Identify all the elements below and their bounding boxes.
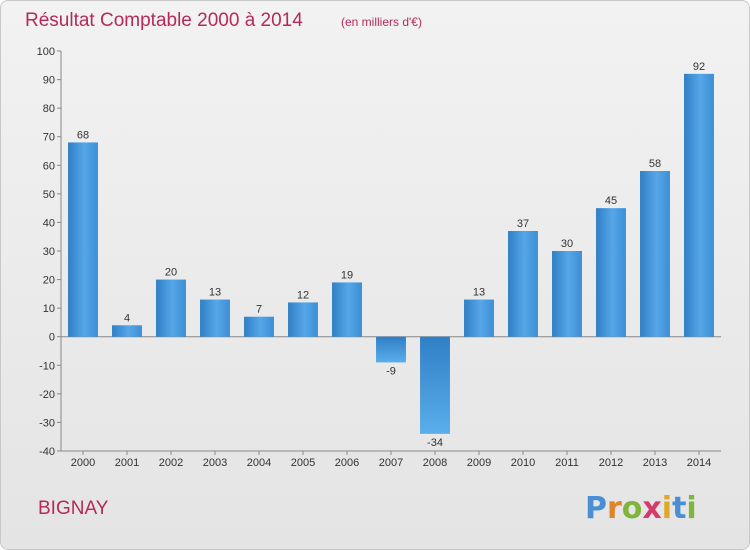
bar-2011 xyxy=(552,251,582,337)
x-tick-label-2002: 2002 xyxy=(159,457,183,469)
bar-2008 xyxy=(420,336,450,434)
bar-2013 xyxy=(640,171,670,337)
data-label-2009: 13 xyxy=(473,287,485,299)
y-tick-label: 0 xyxy=(49,332,55,344)
commune-name: BIGNAY xyxy=(38,498,109,519)
x-tick-label-2012: 2012 xyxy=(599,457,623,469)
bar-2001 xyxy=(112,325,142,337)
data-label-2004: 7 xyxy=(256,304,262,316)
data-label-2007: -9 xyxy=(386,365,396,377)
chart-subtitle: (en milliers d'€) xyxy=(341,15,422,29)
x-tick-label-2013: 2013 xyxy=(643,457,667,469)
x-tick-label-2004: 2004 xyxy=(247,457,271,469)
y-tick-label: 30 xyxy=(43,246,55,258)
axes: -40 -30 -20 -10 0 10 20 30 40 50 60 70 80 90 100 2000 20… xyxy=(37,46,721,469)
data-label-2013: 58 xyxy=(649,158,661,170)
y-tick-label: 100 xyxy=(37,46,55,58)
data-label-2006: 19 xyxy=(341,269,353,281)
logo-letter: r xyxy=(607,491,622,526)
bar-2003 xyxy=(200,299,230,337)
data-label-2012: 45 xyxy=(605,195,617,207)
y-tick-label: 20 xyxy=(43,275,55,287)
y-tick-label: -10 xyxy=(39,360,55,372)
x-tick-label-2003: 2003 xyxy=(203,457,227,469)
x-tick-label-2009: 2009 xyxy=(467,457,491,469)
logo-letter: x xyxy=(642,491,661,526)
bar-2006 xyxy=(332,282,362,337)
bar-2007 xyxy=(376,336,406,363)
y-tick-label: -20 xyxy=(39,389,55,401)
data-label-2011: 30 xyxy=(561,238,573,250)
bar-2010 xyxy=(508,231,538,337)
y-tick-label: 90 xyxy=(43,75,55,87)
proxiti-logo: Proxiti xyxy=(585,491,697,526)
bar-2000 xyxy=(68,142,98,337)
y-tick-label: -40 xyxy=(39,446,55,458)
x-tick-label-2000: 2000 xyxy=(71,457,95,469)
x-tick-label-2001: 2001 xyxy=(115,457,139,469)
y-tick-label: 60 xyxy=(43,160,55,172)
chart-title: Résultat Comptable 2000 à 2014 xyxy=(25,10,303,31)
x-tick-label-2011: 2011 xyxy=(555,457,579,469)
x-tick-label-2005: 2005 xyxy=(291,457,315,469)
y-tick-label: 50 xyxy=(43,189,55,201)
data-label-2008: -34 xyxy=(427,437,443,449)
logo-letter: P xyxy=(585,491,607,526)
logo-letter: i xyxy=(686,491,696,526)
x-tick-label-2007: 2007 xyxy=(379,457,403,469)
logo-letter: t xyxy=(672,491,686,526)
y-tick-label: -30 xyxy=(39,417,55,429)
data-label-2000: 68 xyxy=(77,129,89,141)
x-tick-label-2006: 2006 xyxy=(335,457,359,469)
x-tick-label-2014: 2014 xyxy=(687,457,711,469)
y-tick-label: 40 xyxy=(43,217,55,229)
y-tick-label: 80 xyxy=(43,103,55,115)
bar-2005 xyxy=(288,302,318,337)
data-label-2010: 37 xyxy=(517,218,529,230)
data-label-2005: 12 xyxy=(297,289,309,301)
bars: 68 4 20 13 7 12 19 -9 -34 13 37 30 45 58 92 xyxy=(68,61,714,449)
y-tick-label: 70 xyxy=(43,132,55,144)
x-tick-label-2010: 2010 xyxy=(511,457,535,469)
logo-letter: i xyxy=(662,491,672,526)
data-label-2014: 92 xyxy=(693,61,705,73)
bar-2002 xyxy=(156,279,186,337)
bar-2012 xyxy=(596,208,626,337)
y-tick-label: 10 xyxy=(43,303,55,315)
bar-2009 xyxy=(464,299,494,337)
data-label-2003: 13 xyxy=(209,287,221,299)
data-label-2001: 4 xyxy=(124,312,130,324)
logo-letter: o xyxy=(622,491,643,526)
x-tick-label-2008: 2008 xyxy=(423,457,447,469)
bar-2004 xyxy=(244,316,274,337)
bar-2014 xyxy=(684,73,714,337)
data-label-2002: 20 xyxy=(165,267,177,279)
